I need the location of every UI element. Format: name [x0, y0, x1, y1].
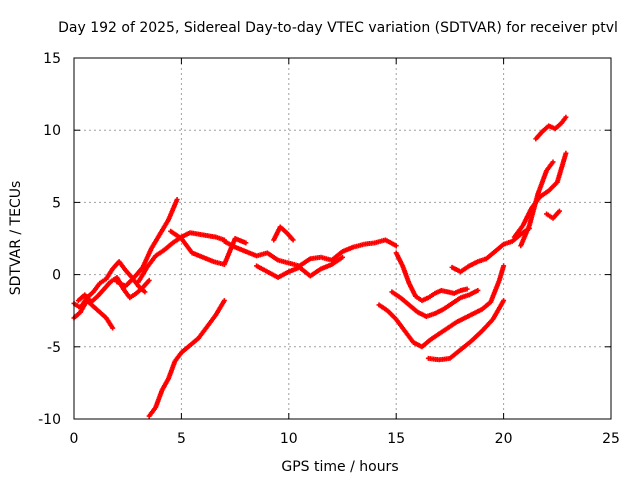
series-track-f	[168, 228, 249, 267]
series-track-i	[254, 254, 345, 280]
chart-title: Day 192 of 2025, Sidereal Day-to-day VTE…	[58, 20, 618, 36]
x-axis-title: GPS time / hours	[281, 459, 398, 475]
series-track-h	[221, 237, 399, 269]
data-point	[174, 197, 180, 203]
x-tick-label: 5	[177, 431, 186, 447]
plot-frame	[73, 57, 612, 420]
data-point	[501, 263, 507, 269]
series-track-s	[544, 208, 562, 221]
data-point	[464, 286, 470, 292]
x-tick-label: 25	[602, 431, 620, 447]
data-point	[110, 325, 116, 331]
y-tick-label: 5	[52, 195, 61, 211]
series-track-e	[135, 230, 227, 285]
x-tick-label: 15	[387, 431, 405, 447]
data-point	[563, 150, 569, 156]
series-track-d	[114, 197, 180, 289]
series-track-m	[376, 263, 507, 350]
x-tick-label: 20	[495, 431, 513, 447]
data-point	[142, 289, 148, 295]
series-track-p	[511, 150, 569, 240]
series-track-l	[389, 287, 481, 319]
series-track-k	[393, 250, 470, 304]
data-point	[393, 243, 399, 249]
data-point	[290, 237, 296, 243]
y-tick-label: 15	[43, 51, 61, 67]
series-track-r	[533, 114, 569, 142]
y-tick-label: -5	[47, 340, 61, 356]
data-point	[340, 254, 345, 260]
data-point	[556, 208, 562, 214]
tick-layer: 0 5 10 15 20 25 -10 -5 0 5 10 15	[38, 51, 620, 447]
data-layer	[71, 114, 569, 419]
data-point	[550, 159, 556, 165]
y-tick-label: 0	[52, 268, 61, 284]
series-track-q	[518, 159, 556, 249]
y-tick-label: 10	[43, 123, 61, 139]
data-point	[563, 114, 569, 120]
data-point	[146, 277, 152, 283]
x-tick-label: 0	[70, 431, 79, 447]
data-point	[243, 240, 249, 246]
data-point	[501, 298, 507, 304]
data-point	[475, 287, 481, 293]
x-tick-label: 10	[280, 431, 298, 447]
y-tick-label: -10	[38, 412, 61, 428]
data-point	[221, 298, 227, 304]
series-track-n	[425, 298, 507, 363]
y-axis-title: SDTVAR / TECUs	[8, 181, 24, 296]
series-track-j	[271, 224, 296, 243]
series-track-g	[146, 298, 227, 419]
